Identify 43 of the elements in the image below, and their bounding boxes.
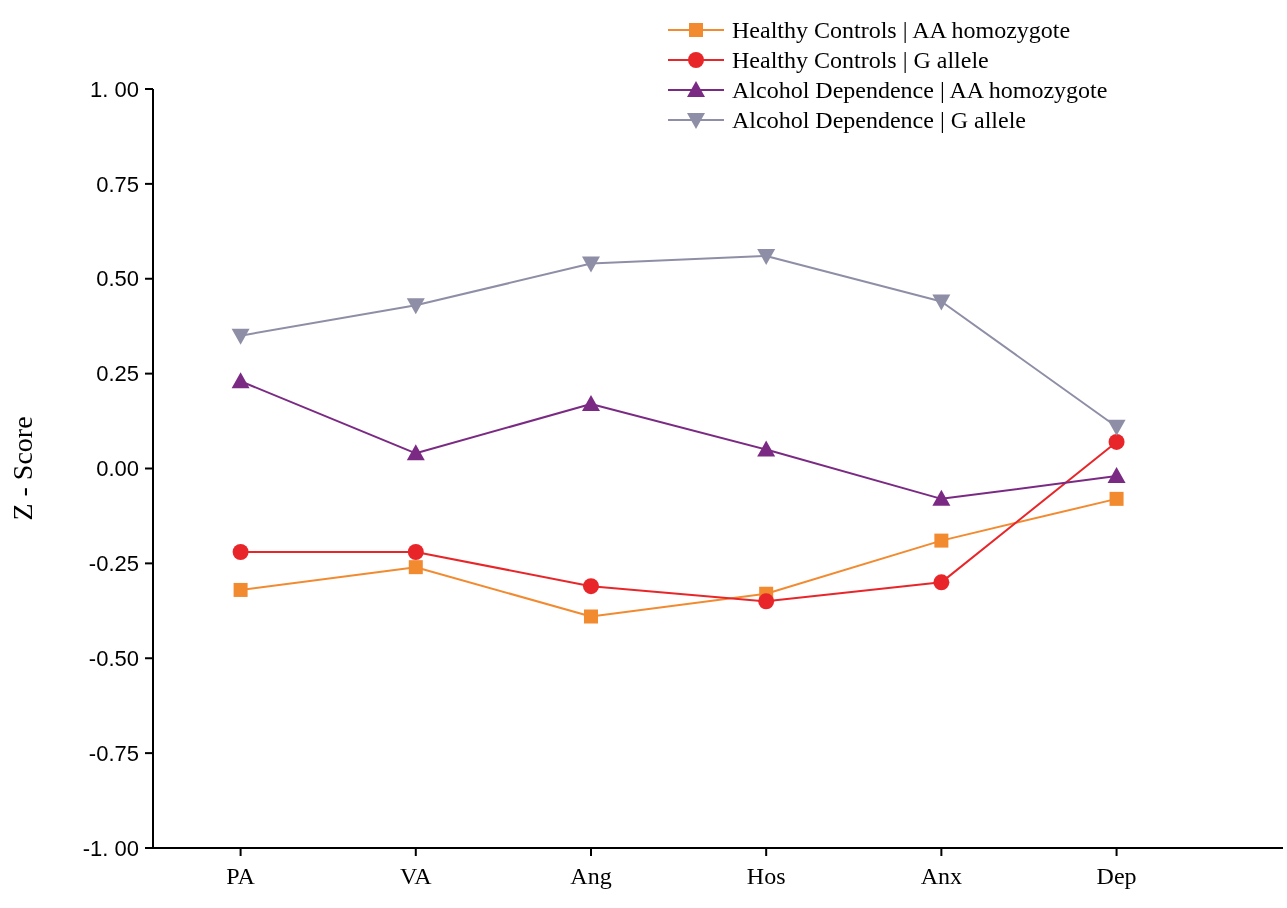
y-tick-label: 0.00 bbox=[96, 456, 139, 482]
x-tick-label: PA bbox=[226, 863, 256, 889]
point bbox=[1108, 433, 1125, 450]
legend-label: Alcohol Dependence | AA homozygote bbox=[732, 77, 1108, 104]
point bbox=[406, 444, 425, 461]
point bbox=[932, 294, 951, 311]
point bbox=[408, 560, 423, 575]
y-tick-label: 0.25 bbox=[96, 361, 139, 387]
point bbox=[1109, 491, 1124, 506]
point bbox=[932, 489, 951, 506]
y-tick-label: -0.25 bbox=[88, 551, 139, 577]
point bbox=[407, 543, 424, 560]
x-tick-label: Anx bbox=[920, 863, 963, 889]
point bbox=[758, 593, 775, 610]
y-axis-title: Z - Score bbox=[7, 416, 38, 521]
point bbox=[1107, 419, 1126, 436]
legend-label: Healthy Controls | G allele bbox=[732, 47, 989, 74]
y-tick-label: 0.50 bbox=[96, 266, 139, 292]
x-tick-label: VA bbox=[400, 863, 433, 889]
point bbox=[757, 248, 776, 265]
point bbox=[406, 298, 425, 315]
point bbox=[581, 394, 600, 411]
y-tick-label: 0.75 bbox=[96, 171, 139, 197]
point bbox=[581, 256, 600, 273]
point bbox=[757, 440, 776, 457]
x-tick-label: Hos bbox=[746, 863, 786, 889]
point bbox=[582, 578, 599, 595]
legend-label: Alcohol Dependence | G allele bbox=[732, 107, 1027, 134]
y-tick-label: -0.50 bbox=[88, 645, 139, 671]
x-tick-label: Ang bbox=[570, 863, 612, 889]
point bbox=[233, 582, 248, 597]
y-tick-label: -1. 00 bbox=[82, 835, 139, 861]
point bbox=[231, 328, 250, 345]
legend-label: Healthy Controls | AA homozygote bbox=[732, 17, 1071, 44]
point bbox=[933, 574, 950, 591]
point bbox=[231, 372, 250, 389]
point bbox=[1107, 467, 1126, 484]
point bbox=[583, 609, 598, 624]
x-tick-label: Dep bbox=[1096, 863, 1137, 889]
point bbox=[232, 543, 249, 560]
y-tick-label: 1. 00 bbox=[90, 76, 139, 102]
point bbox=[934, 533, 949, 548]
y-tick-label: -0.75 bbox=[88, 740, 139, 766]
